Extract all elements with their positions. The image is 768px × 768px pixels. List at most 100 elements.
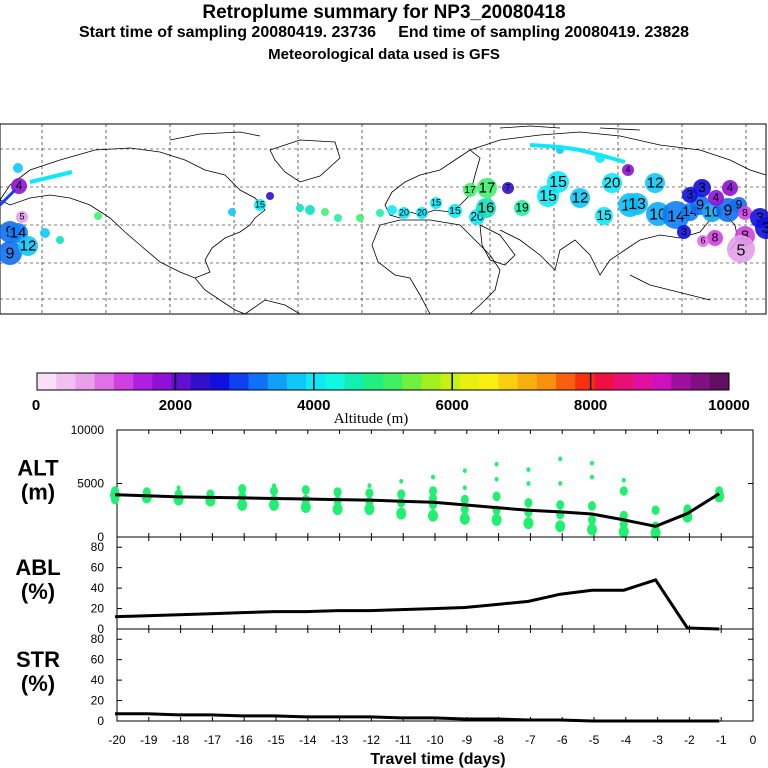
x-tick-label: -14 [299,733,317,747]
coast-asia [469,131,767,176]
colorbar-frame [36,372,730,391]
colorbar-swatch [325,373,345,390]
plume-label: 16 [478,200,495,217]
plume-label: 17 [479,180,496,197]
alt-point [523,517,534,530]
plume-label: 9 [6,245,15,262]
plume-marker [502,182,514,194]
alt-point [460,494,469,505]
colorbar-tick-label: 2000 [159,397,192,414]
map-frame [0,123,767,315]
plume-label: 6 [700,236,705,246]
plume-label: 5 [737,242,746,259]
alt-point [301,485,310,495]
plume-marker [645,173,665,193]
plume-label: 5 [19,212,24,222]
colorbar-swatch [113,373,134,390]
altitude-colorbar: 0 2000 4000 6000 8000 10000 Altitude (m) [32,372,750,427]
x-tick-label: -17 [204,733,222,747]
plume-marker [448,204,462,218]
plume-trajectory: 4591491215202015151717720161915151215201… [0,143,768,265]
plume-marker [602,173,622,193]
alt-point [272,483,276,489]
x-tick-label: -13 [331,733,349,747]
colorbar-swatch [344,373,365,390]
plume-marker [707,230,723,246]
y-tick-label: 60 [91,653,105,667]
alt-point [333,487,342,497]
plume-label: 3 [756,210,764,227]
alt-point [587,523,597,536]
abl-line [114,578,720,631]
alt-point [556,500,565,510]
plume-label: 10 [649,206,667,223]
colorbar-swatch [37,373,57,390]
plume-label: 3 [681,226,687,238]
plume-marker [18,236,38,256]
y-tick-label: 0 [97,530,104,544]
alt-point [300,501,311,514]
colorbar-tick-label: 4000 [297,397,330,414]
x-tick-label: -15 [267,733,285,747]
colorbar-title: Altitude (m) [334,411,409,427]
colorbar-swatch [210,373,230,390]
plume-marker [321,208,329,216]
colorbar-swatch [94,373,115,390]
panel-label-str: STR [16,647,60,672]
x-axis-title: Travel time (days) [370,751,505,768]
plume-label: 10 [704,204,721,221]
plume-label: 17 [464,184,476,196]
y-tick-label: 20 [91,602,105,616]
alt-point [396,507,407,520]
x-tick-label: -19 [140,733,158,747]
alt-point [270,486,278,496]
alt-point [462,468,467,474]
plume-marker [398,207,410,219]
alt-point [491,513,502,526]
plume-marker [376,209,384,217]
coast-africa-west [371,224,431,315]
colorbar-swatch [671,373,691,390]
colorbar-swatch [402,373,422,390]
colorbar-tick-label: 0 [32,397,40,414]
colorbar-swatch [536,373,557,390]
coast-arctic-islands [169,125,641,141]
plume-marker [722,180,738,196]
coast-south-america [244,299,301,315]
colorbar-swatch [517,373,538,390]
plume-label: 15 [431,198,441,208]
panel-label-alt: (m) [21,480,55,505]
x-tick-label: -4 [620,733,631,747]
colorbar-swatch [152,373,172,390]
plume-marker [254,199,266,211]
plume-label: 19 [515,201,529,215]
plume-streak [529,143,626,164]
time-series-panels: 0500010000ALT(m)020406080ABL(%)020406080… [15,423,756,768]
plume-marker [13,163,23,173]
y-tick-label: 0 [97,714,104,728]
x-tick-label: -3 [652,733,663,747]
plume-label: 12 [647,175,664,192]
plume-label: 20 [399,208,409,218]
panel-label-abl: (%) [21,579,55,604]
x-tick-label: -10 [426,733,444,747]
world-map: 4591491215202015151717720161915151215201… [0,123,768,315]
plume-marker [708,190,724,206]
x-tick-label: -1 [716,733,727,747]
x-tick-label: -9 [461,733,472,747]
plume-label: 14 [10,225,27,242]
panel-label-abl: ABL [15,555,60,580]
alt-point [399,478,404,484]
plume-label: 15 [596,208,611,223]
x-tick-label: -7 [525,733,536,747]
alt-point [588,501,596,511]
x-tick-label: -6 [557,733,568,747]
alt-point [238,484,247,494]
alt-point [558,481,563,486]
alt-point [365,488,374,498]
plume-marker [693,179,711,197]
alt-point [459,512,470,525]
plume-label: 7 [505,183,510,193]
plume-marker [0,241,22,265]
